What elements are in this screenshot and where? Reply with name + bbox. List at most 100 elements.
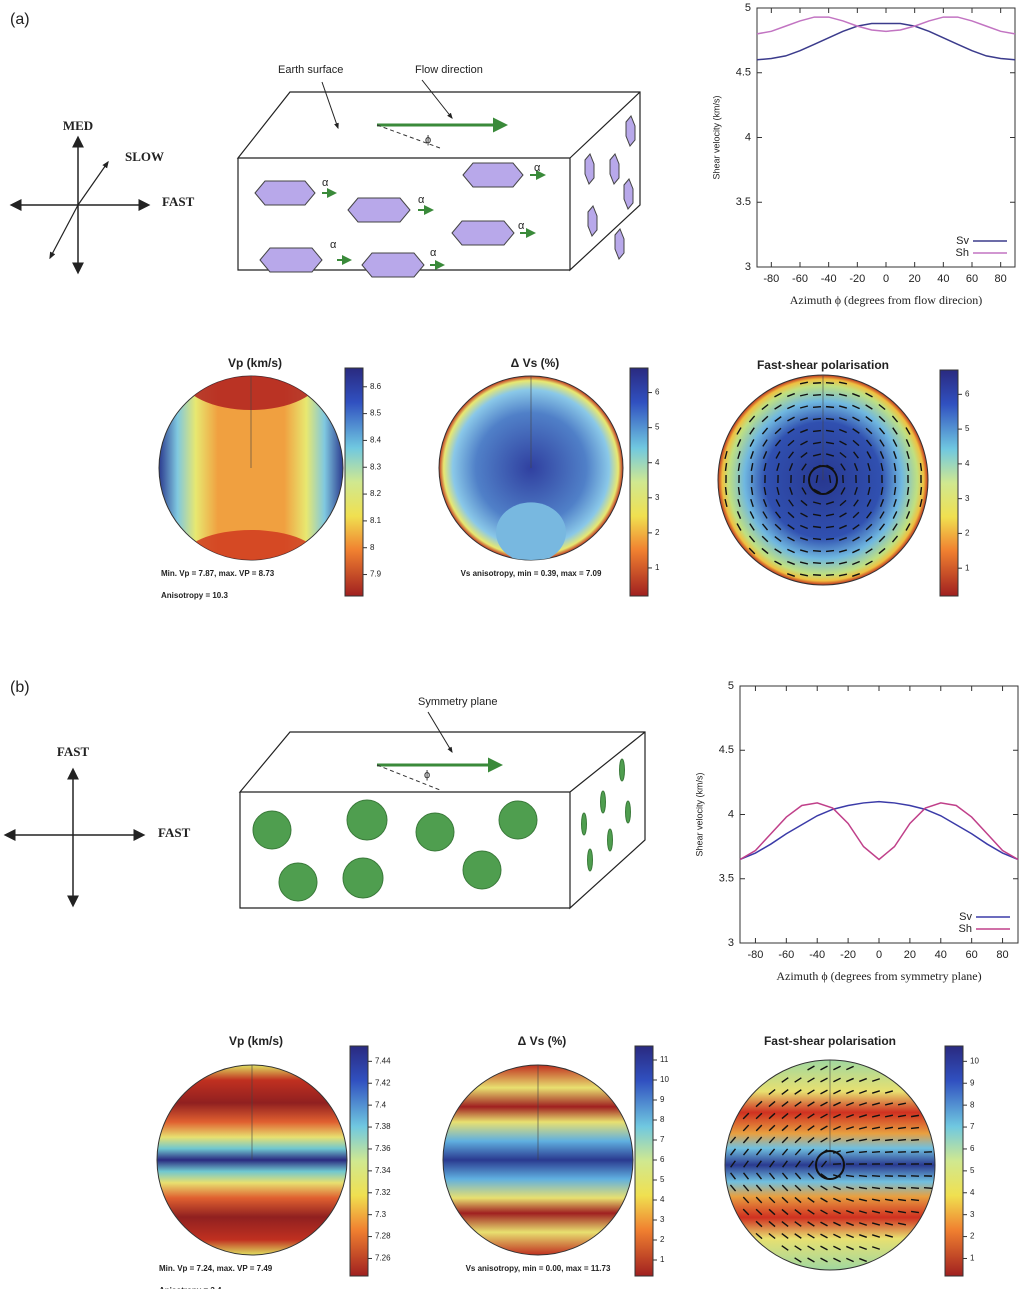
polarisation-tick — [813, 419, 821, 420]
colorbar-label: 1 — [965, 563, 970, 572]
contour — [181, 530, 321, 590]
x-tick-label: 20 — [904, 949, 916, 961]
arrow — [78, 162, 108, 205]
y-tick-label: 4.5 — [736, 67, 751, 79]
colorbar-label: 6 — [655, 388, 660, 397]
y-tick-label: 5 — [745, 2, 751, 14]
colorbar-label: 7.4 — [375, 1100, 387, 1109]
series-line — [740, 802, 1018, 860]
stereonet: Δ Vs (%)Vs anisotropy, min = 0.00, max =… — [443, 1034, 669, 1276]
colorbar-label: 7.34 — [375, 1166, 391, 1175]
compass-label: FAST — [158, 825, 191, 840]
colorbar-label: 2 — [655, 528, 660, 537]
stereonet-title: Vp (km/s) — [229, 1034, 283, 1048]
colorbar-label: 1 — [655, 563, 660, 572]
colorbar-label: 1 — [970, 1254, 975, 1263]
x-tick-label: -40 — [809, 949, 825, 961]
polarisation-tick — [911, 1140, 919, 1141]
caption: Anisotropy = 10.3 — [161, 591, 228, 600]
colorbar-label: 10 — [660, 1075, 669, 1084]
stereonet: Δ Vs (%)Vs anisotropy, min = 0.39, max =… — [439, 356, 660, 596]
series-line — [757, 17, 1015, 34]
polarisation-tick — [911, 1128, 919, 1129]
polarisation-tick — [813, 431, 821, 432]
colorbar-label: 7.3 — [375, 1210, 387, 1219]
figure: (a) MED SLOW FAST Earth surface Flow dir… — [0, 0, 1023, 1289]
colorbar-label: 5 — [655, 423, 660, 432]
x-tick-label: 20 — [909, 273, 921, 285]
colorbar-label: 9 — [660, 1095, 665, 1104]
colorbar-label: 7.26 — [375, 1254, 391, 1263]
x-tick-label: 60 — [966, 949, 978, 961]
colorbar-label: 8.3 — [370, 462, 382, 471]
legend-label: Sv — [959, 911, 972, 923]
x-tick-label: -20 — [849, 273, 865, 285]
colorbar-label: 7 — [660, 1135, 665, 1144]
colorbar-label: 11 — [660, 1055, 669, 1064]
colorbar-label: 4 — [655, 458, 660, 467]
polarisation-tick — [885, 1188, 893, 1189]
colorbar-label: 9 — [970, 1078, 975, 1087]
caption: Vs anisotropy, min = 0.00, max = 11.73 — [466, 1264, 611, 1273]
colorbar-label: 5 — [970, 1166, 975, 1175]
y-axis-label: Shear velocity (km/s) — [694, 772, 704, 856]
polarisation-tick — [872, 1176, 880, 1177]
colorbar-label: 8.6 — [370, 382, 382, 391]
x-tick-label: 80 — [996, 949, 1008, 961]
caption: Min. Vp = 7.87, max. VP = 8.73 — [161, 569, 275, 578]
colorbar-label: 7.42 — [375, 1078, 391, 1087]
caption: Min. Vp = 7.24, max. VP = 7.49 — [159, 1264, 273, 1273]
polarisation-tick — [826, 575, 834, 576]
colorbar-label: 8 — [370, 543, 375, 552]
polarisation-tick — [826, 407, 834, 408]
stereonet: Vp (km/s)Min. Vp = 7.87, max. VP = 8.73A… — [159, 342, 382, 600]
angle-label: α — [518, 220, 525, 232]
polarisation-tick — [813, 407, 821, 408]
panel-label: (b) — [10, 679, 30, 696]
legend-label: Sh — [956, 247, 969, 259]
angle-label: α — [430, 247, 437, 259]
colorbar-label: 6 — [660, 1155, 665, 1164]
y-tick-label: 3 — [745, 261, 751, 273]
colorbar — [945, 1046, 963, 1276]
plot-frame — [757, 8, 1015, 267]
series-line — [740, 803, 1018, 860]
polarisation-tick — [885, 1140, 893, 1141]
x-axis-label: Azimuth ϕ (degrees from flow direcion) — [790, 293, 983, 307]
colorbar — [630, 368, 648, 596]
polarisation-tick — [911, 1188, 919, 1189]
angle-label: α — [534, 162, 541, 174]
x-tick-label: 80 — [995, 273, 1007, 285]
y-tick-label: 3.5 — [719, 873, 734, 885]
polarisation-tick — [813, 539, 821, 540]
stereonet-title: Fast-shear polarisation — [764, 1034, 896, 1048]
colorbar-label: 7.38 — [375, 1122, 391, 1131]
colorbar-label: 5 — [660, 1175, 665, 1184]
polarisation-tick — [726, 487, 727, 495]
y-tick-label: 3 — [728, 937, 734, 949]
x-tick-label: -40 — [821, 273, 837, 285]
arrow — [50, 205, 78, 258]
polarisation-tick — [859, 1176, 867, 1177]
angle-label: α — [418, 194, 425, 206]
colorbar-label: 7 — [970, 1122, 975, 1131]
y-tick-label: 4 — [745, 131, 751, 143]
grains — [253, 759, 631, 901]
colorbar-label: 4 — [965, 459, 970, 468]
series-line — [757, 24, 1015, 60]
colorbar-label: 2 — [660, 1235, 665, 1244]
colorbar-label: 4 — [970, 1188, 975, 1197]
angle-label: ϕ — [425, 134, 431, 146]
colorbar-label: 5 — [965, 424, 970, 433]
y-tick-label: 4.5 — [719, 744, 734, 756]
x-axis-label: Azimuth ϕ (degrees from symmetry plane) — [776, 969, 981, 983]
colorbar-label: 7.9 — [370, 570, 382, 579]
x-tick-label: 0 — [876, 949, 882, 961]
y-axis-label: Shear velocity (km/s) — [711, 95, 721, 179]
colorbar — [635, 1046, 653, 1276]
label: Flow direction — [415, 64, 483, 76]
polarisation-tick — [813, 395, 821, 396]
colorbar-label: 2 — [970, 1232, 975, 1241]
